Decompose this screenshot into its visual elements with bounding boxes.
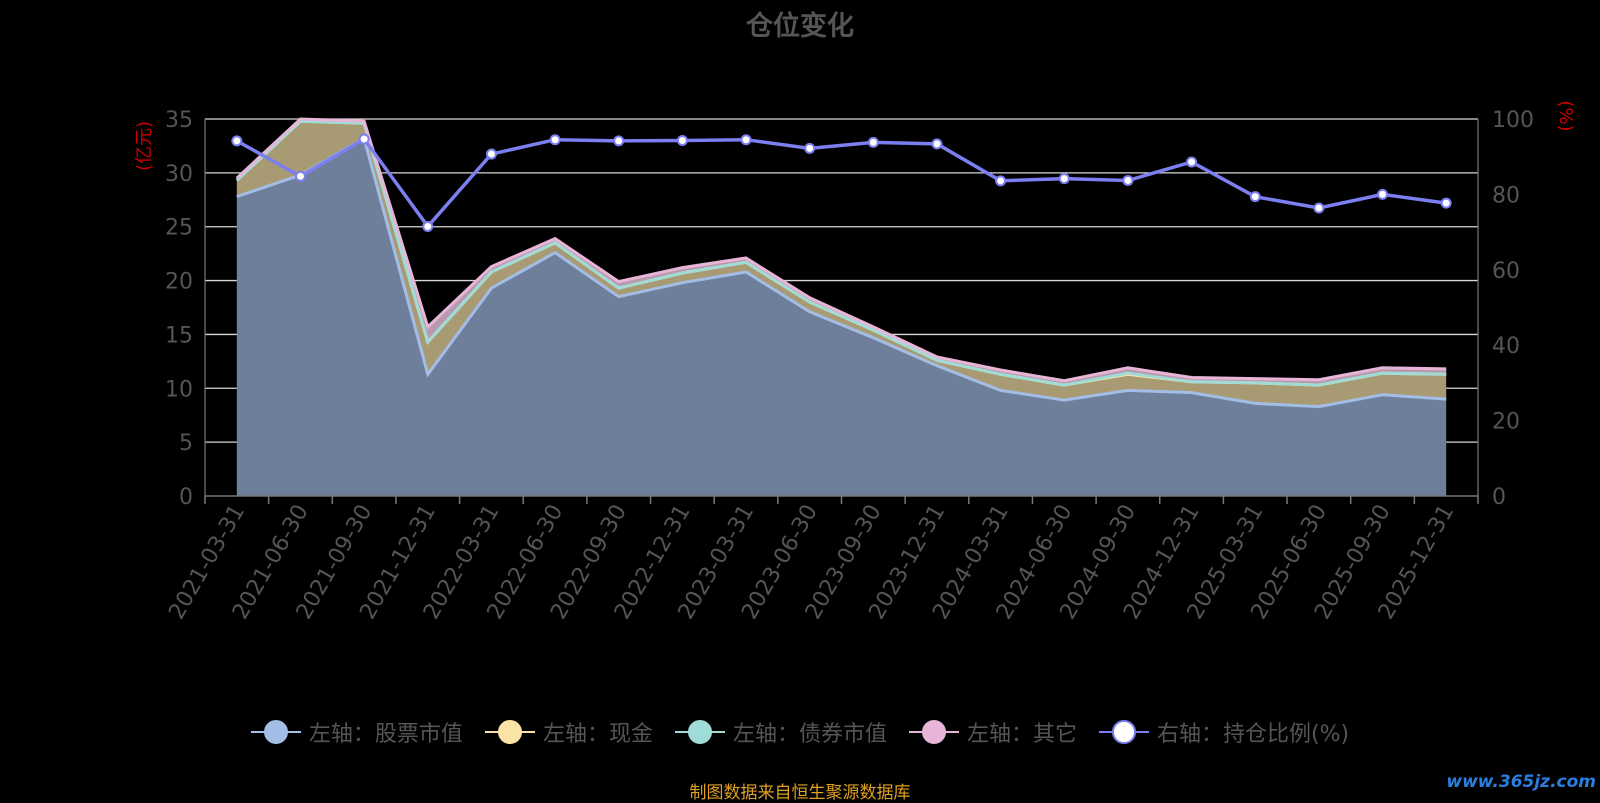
right-tick-label: 0 — [1492, 485, 1506, 510]
legend-swatch-dot — [263, 720, 288, 744]
area-line-左轴：债券市值 — [235, 119, 1447, 387]
left-tick-label: 5 — [179, 431, 193, 456]
area-line-左轴：其它 — [235, 117, 1447, 383]
legend-swatch — [1098, 719, 1149, 745]
position-ratio-point — [358, 133, 370, 145]
position-ratio-point — [422, 220, 434, 232]
data-source-note: 制图数据来自恒生聚源数据库 — [689, 783, 911, 803]
position-ratio-point — [740, 134, 752, 146]
legend-label: 左轴：股票市值 — [308, 722, 463, 747]
legend-swatch — [674, 719, 725, 745]
left-tick-label: 25 — [165, 216, 193, 241]
position-ratio-point — [294, 170, 306, 182]
chart-legend: 左轴：股票市值 左轴：现金 左轴：债券市值 左轴：其它 右轴：持仓比例(%) — [0, 716, 1600, 748]
position-ratio-point — [1058, 173, 1070, 185]
left-tick-label: 30 — [165, 162, 193, 187]
position-ratio-point — [995, 175, 1007, 187]
position-ratio-point — [1186, 156, 1198, 168]
legend-label: 左轴：债券市值 — [732, 722, 887, 747]
position-ratio-point — [1122, 174, 1134, 186]
position-ratio-point — [867, 136, 879, 148]
legend-item[interactable]: 左轴：其它 — [908, 716, 1077, 748]
right-axis-unit: (%) — [1555, 100, 1576, 131]
position-ratio-point — [931, 138, 943, 150]
area-line-左轴：股票市值 — [236, 136, 1447, 409]
position-ratio-point — [1440, 197, 1452, 209]
right-tick-label: 100 — [1492, 108, 1534, 133]
legend-label: 左轴：其它 — [966, 722, 1077, 747]
position-ratio-point — [804, 142, 816, 154]
legend-item[interactable]: 左轴：债券市值 — [674, 716, 887, 748]
left-tick-label: 0 — [179, 485, 193, 510]
legend-label: 左轴：现金 — [542, 722, 653, 747]
position-ratio-point — [1313, 202, 1325, 214]
area-左轴：股票市值 — [236, 138, 1447, 496]
position-ratio-point — [676, 134, 688, 146]
legend-item[interactable]: 左轴：现金 — [484, 716, 653, 748]
right-tick-label: 40 — [1492, 334, 1520, 359]
position-ratio-line — [235, 136, 1447, 230]
right-tick-label: 80 — [1492, 183, 1520, 208]
position-ratio-point — [1377, 188, 1389, 200]
left-axis-unit: (亿元) — [134, 121, 155, 171]
legend-swatch — [484, 719, 535, 745]
right-tick-label: 20 — [1492, 410, 1520, 435]
legend-item[interactable]: 左轴：股票市值 — [250, 716, 463, 748]
left-tick-label: 15 — [165, 323, 193, 348]
position-ratio-point — [549, 134, 561, 146]
position-ratio-point — [231, 135, 243, 147]
legend-swatch — [250, 719, 301, 745]
legend-swatch-dot — [1111, 720, 1136, 744]
left-tick-label: 10 — [165, 377, 193, 402]
legend-label: 右轴：持仓比例(%) — [1156, 722, 1350, 747]
position-ratio-point — [485, 148, 497, 160]
left-tick-label: 35 — [165, 108, 193, 133]
legend-item[interactable]: 右轴：持仓比例(%) — [1098, 716, 1350, 748]
left-tick-label: 20 — [165, 270, 193, 295]
legend-swatch-dot — [687, 720, 712, 744]
position-ratio-point — [613, 135, 625, 147]
legend-swatch-dot — [497, 720, 522, 744]
chart-title: 仓位变化 — [746, 11, 854, 42]
position-ratio-point — [1249, 191, 1261, 203]
watermark: www.365jz.com — [1446, 772, 1596, 792]
right-tick-label: 60 — [1492, 259, 1520, 284]
legend-swatch-dot — [921, 720, 946, 744]
legend-swatch — [908, 719, 959, 745]
